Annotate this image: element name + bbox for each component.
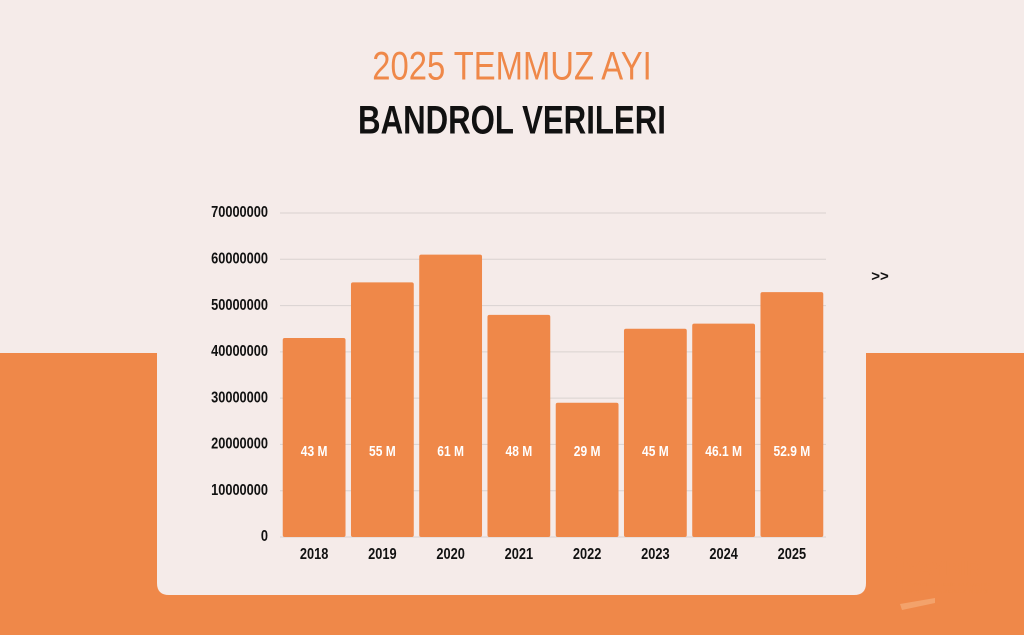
y-tick-label: 40000000: [211, 343, 268, 361]
x-tick-label: 2018: [300, 546, 328, 564]
value-label: 43 M: [301, 443, 328, 460]
y-tick-label: 60000000: [211, 250, 268, 268]
bar: [692, 323, 756, 537]
logo-name: YAYBİR: [906, 558, 982, 581]
bar: [419, 254, 483, 537]
value-label: 52.9 M: [774, 443, 811, 460]
chart-subtitle: BANDROL VERILERI: [358, 98, 666, 143]
bar: [760, 292, 824, 537]
value-label: 46.1 M: [705, 443, 742, 460]
x-tick-label: 2019: [368, 546, 396, 564]
x-tick-label: 2022: [573, 546, 601, 564]
value-label: 45 M: [642, 443, 669, 460]
value-label: 48 M: [506, 443, 533, 460]
chart-title: 2025 TEMMUZ AYI: [372, 43, 651, 88]
logo-line: YAYINCILAR TELİF HAKLARI VE: [906, 581, 991, 588]
value-label: 55 M: [369, 443, 396, 460]
logo-icon: [900, 598, 935, 610]
logo-icon: [896, 556, 904, 606]
y-tick-label: 50000000: [211, 297, 268, 315]
x-tick-label: 2021: [505, 546, 533, 564]
y-tick-label: 10000000: [211, 482, 268, 500]
x-tick-label: 2024: [709, 546, 737, 564]
bar: [623, 328, 687, 537]
bar: [487, 314, 551, 537]
logo: YAYBİR YAYINCILAR TELİF HAKLARI VE LİSAN…: [896, 556, 991, 610]
x-tick-label: 2025: [778, 546, 806, 564]
bar: [282, 337, 346, 537]
bar: [555, 402, 619, 537]
value-label: 29 M: [574, 443, 601, 460]
x-tick-label: 2020: [436, 546, 464, 564]
nav-arrows[interactable]: >>: [871, 268, 889, 285]
y-tick-label: 0: [261, 528, 268, 546]
y-tick-label: 70000000: [211, 204, 268, 222]
x-tick-label: 2023: [641, 546, 669, 564]
logo-line: LİSANSLAMA MESLEK BİRLİĞİ: [906, 587, 988, 595]
value-label: 61 M: [437, 443, 464, 460]
bar: [350, 282, 414, 537]
y-tick-label: 20000000: [211, 435, 268, 453]
y-tick-label: 30000000: [211, 389, 268, 407]
